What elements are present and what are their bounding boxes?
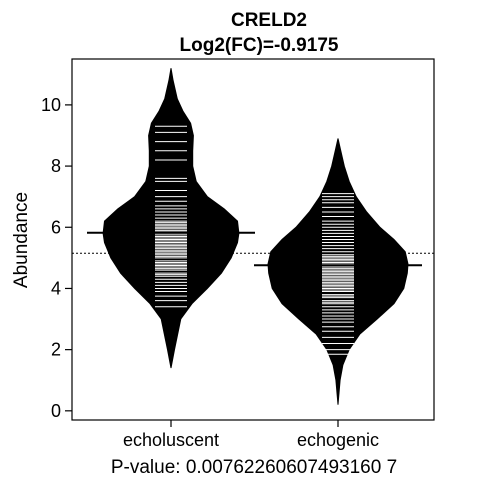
- chart-title: CRELD2: [231, 10, 307, 31]
- y-tick-label: 4: [51, 278, 61, 298]
- x-tick-label: echoluscent: [123, 430, 219, 450]
- plot-frame: [71, 58, 435, 421]
- y-tick-label: 6: [51, 217, 61, 237]
- chart-subtitle: Log2(FC)=-0.9175: [180, 35, 339, 56]
- plot-layer: 0 2 4 6 8 10 echoluscent echogenic: [41, 58, 435, 450]
- y-tick-label: 10: [41, 95, 61, 115]
- x-axis-label: P-value: 0.00762260607493160 7: [111, 457, 397, 478]
- y-axis-label: Abundance: [11, 192, 32, 288]
- y-tick-label: 0: [51, 401, 61, 421]
- y-tick-label: 8: [51, 156, 61, 176]
- x-tick-label: echogenic: [297, 430, 379, 450]
- y-tick-label: 2: [51, 340, 61, 360]
